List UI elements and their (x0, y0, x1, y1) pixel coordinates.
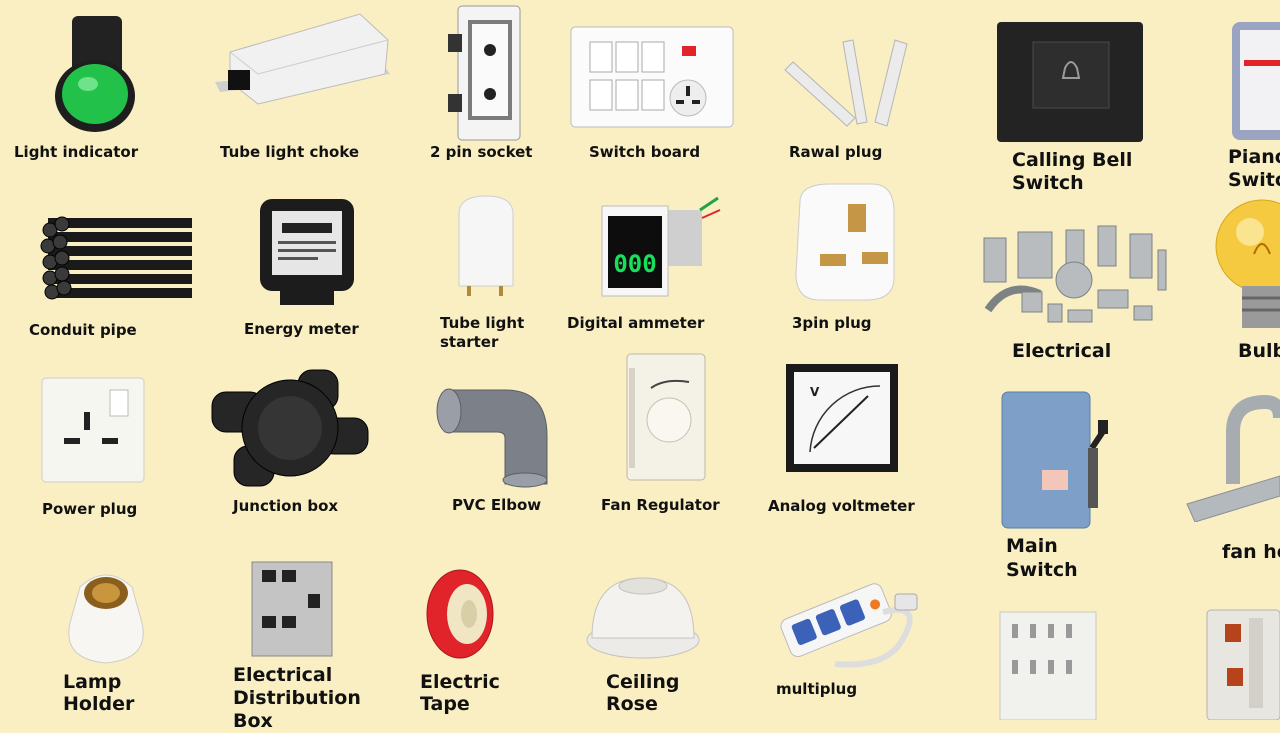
distribution-box-icon (251, 561, 333, 657)
calling-bell-label-2: Switch (1012, 172, 1084, 194)
main-switch-label-1: Main (1006, 535, 1058, 557)
electric-tape-label-2: Tape (420, 693, 470, 715)
ammeter-display: 000 (613, 250, 656, 278)
distribution-label-1: Electrical (233, 664, 333, 686)
starter-label-2: starter (440, 333, 499, 351)
fan-regulator-icon (626, 353, 706, 481)
lamp-holder-label-2: Holder (63, 693, 135, 715)
tube-light-starter-icon (458, 195, 514, 296)
ceiling-rose-icon (586, 577, 700, 659)
fan-hook-icon (1186, 394, 1280, 522)
switch-board-icon (570, 26, 734, 128)
distribution-label-2: Distribution (233, 687, 361, 709)
electric-tape-label-1: Electric (420, 671, 500, 693)
two-pin-socket-label: 2 pin socket (430, 143, 533, 161)
electrical-fittings-label: Electrical (1012, 340, 1112, 362)
calling-bell-label-1: Calling Bell (1012, 149, 1133, 171)
choke-icon (215, 13, 390, 105)
conduit-pipe-label: Conduit pipe (29, 321, 137, 339)
lamp-holder-icon (68, 574, 144, 664)
junction-box-label: Junction box (233, 497, 339, 515)
rawal-plug-icon (784, 39, 908, 127)
main-switch-label-2: Switch (1006, 559, 1078, 581)
fan-hook-label: fan ho (1222, 541, 1280, 563)
pvc-elbow-label: PVC Elbow (452, 496, 542, 514)
piano-switch-label-1: Piano (1228, 146, 1280, 168)
main-switch-icon (1001, 391, 1108, 529)
ceiling-rose-label-2: Rose (606, 693, 658, 715)
analog-voltmeter-icon: V (786, 364, 898, 472)
pvc-elbow-icon (436, 388, 548, 488)
bulb-label: Bulb (1238, 340, 1280, 362)
light-indicator-icon (55, 16, 135, 132)
bulb-icon (1215, 199, 1280, 328)
digital-ammeter-label: Digital ammeter (567, 314, 705, 332)
electrical-fittings-icon (983, 225, 1167, 323)
analog-voltmeter-label: Analog voltmeter (768, 497, 915, 515)
svg-text:V: V (810, 385, 820, 399)
multiplug-label: multiplug (776, 680, 858, 698)
piano-switch-icon (1232, 22, 1280, 140)
digital-ammeter-icon: 000 (601, 196, 721, 297)
calling-bell-switch-icon (997, 22, 1143, 142)
energy-meter-icon (260, 199, 354, 305)
power-plug-label: Power plug (42, 500, 138, 518)
switch-board-label: Switch board (589, 143, 701, 161)
starter-label-1: Tube light (440, 314, 525, 332)
two-pin-socket-icon (448, 5, 521, 141)
three-pin-plug-icon (795, 183, 895, 301)
cutout-fuse-icon (1206, 609, 1280, 720)
energy-meter-label: Energy meter (244, 320, 359, 338)
junction-box-icon (211, 369, 369, 487)
ceiling-rose-label-1: Ceiling (606, 671, 680, 693)
multiplug-icon (780, 583, 918, 668)
distribution-label-3: Box (233, 710, 273, 732)
choke-label: Tube light choke (220, 143, 360, 161)
conduit-pipe-icon (40, 216, 192, 300)
rawal-plug-label: Rawal plug (789, 143, 883, 161)
light-indicator-label: Light indicator (14, 143, 139, 161)
socket-panel-icon (999, 611, 1097, 720)
fan-regulator-label: Fan Regulator (601, 496, 720, 514)
piano-switch-label-2: Switc (1228, 169, 1280, 191)
lamp-holder-label-1: Lamp (63, 671, 122, 693)
power-plug-icon (41, 377, 145, 483)
electric-tape-icon (426, 569, 494, 659)
three-pin-plug-label: 3pin plug (792, 314, 872, 332)
